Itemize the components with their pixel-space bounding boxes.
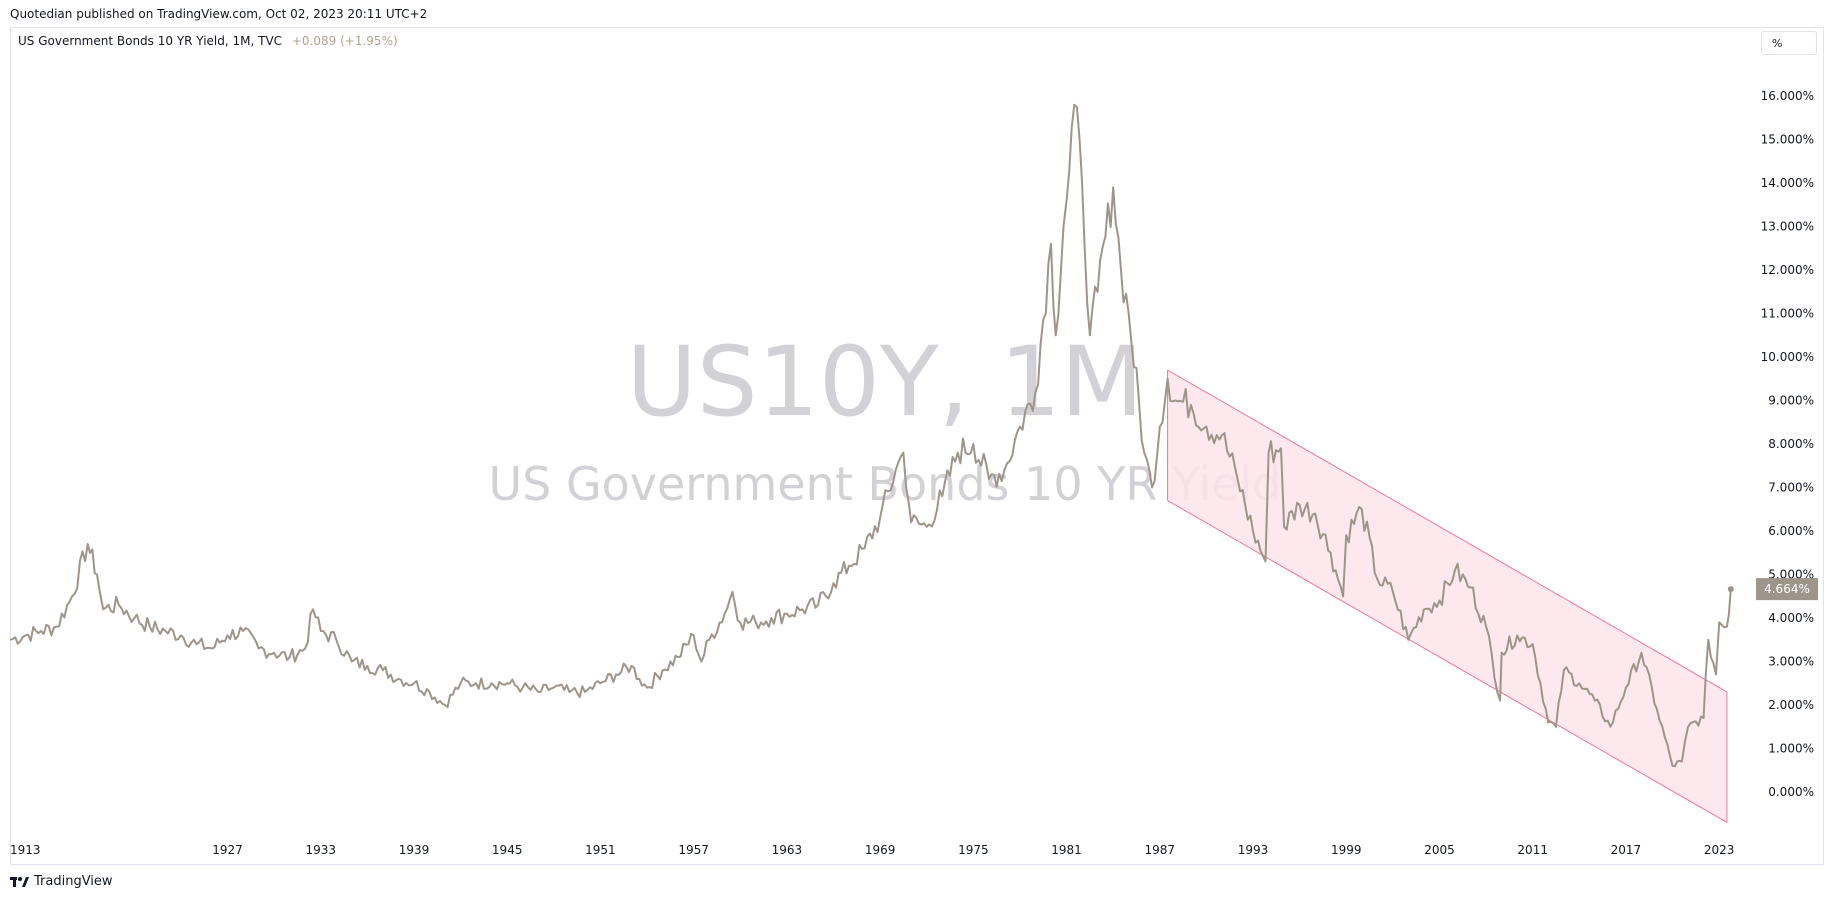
y-tick-label: 12.000% xyxy=(1761,263,1814,277)
x-tick-label: 1987 xyxy=(1145,843,1176,857)
last-value-badge xyxy=(1756,578,1818,601)
tradingview-logo-icon xyxy=(10,876,29,887)
y-tick-label: 16.000% xyxy=(1761,89,1814,103)
x-tick-label: 1975 xyxy=(958,843,989,857)
y-tick-label: 6.000% xyxy=(1768,524,1814,538)
footer-brand-label: TradingView xyxy=(34,874,113,889)
legend: US Government Bonds 10 YR Yield, 1M, TVC… xyxy=(18,34,398,48)
y-tick-label: 3.000% xyxy=(1768,655,1814,669)
price-scale[interactable]: 0.000% 1.000% 2.000% 3.000% 4.000% 5.000% 6.00… xyxy=(1756,89,1818,799)
x-tick-label: 1969 xyxy=(865,843,896,857)
y-tick-label: 8.000% xyxy=(1768,437,1814,451)
x-tick-label: 1981 xyxy=(1051,843,1082,857)
y-tick-label: 5.000% xyxy=(1768,568,1814,582)
published-caption: Quotedian published on TradingView.com, … xyxy=(10,7,428,21)
yield-series xyxy=(9,103,1734,768)
watermark-description: US Government Bonds 10 YR Yield xyxy=(489,457,1282,511)
x-tick-label: 1963 xyxy=(772,843,803,857)
x-tick-label: 2023 xyxy=(1704,843,1735,857)
y-tick-label: 9.000% xyxy=(1768,394,1814,408)
legend-change-value: +0.089 xyxy=(291,34,337,48)
x-tick-label: 1957 xyxy=(678,843,709,857)
x-tick-label: 1945 xyxy=(492,843,523,857)
y-tick-label: 14.000% xyxy=(1761,176,1814,190)
x-tick-label: 1933 xyxy=(305,843,336,857)
watermark: US10Y, 1M US Government Bonds 10 YR Yiel… xyxy=(489,326,1282,511)
y-tick-label: 2.000% xyxy=(1768,698,1814,712)
x-tick-label: 1939 xyxy=(399,843,430,857)
x-tick-label: 2017 xyxy=(1611,843,1642,857)
time-scale[interactable]: 1913 1927 1933 1939 1945 1951 1957 1963 1969 1975… xyxy=(10,843,1734,857)
channel-lower-line xyxy=(1167,500,1728,823)
legend-change: +0.089 (+1.95%) xyxy=(292,34,398,48)
unit-selector[interactable]: % xyxy=(1761,31,1817,55)
channel-fill xyxy=(1167,370,1727,823)
x-tick-label: 2005 xyxy=(1424,843,1455,857)
y-tick-label: 10.000% xyxy=(1761,350,1814,364)
top-bar: Quotedian published on TradingView.com, … xyxy=(0,0,1835,26)
x-tick-label: 1993 xyxy=(1238,843,1269,857)
x-tick-label: 1951 xyxy=(585,843,616,857)
y-tick-label: 7.000% xyxy=(1768,481,1814,495)
x-tick-label: 2011 xyxy=(1517,843,1548,857)
watermark-symbol: US10Y, 1M xyxy=(627,326,1144,438)
y-tick-label: 15.000% xyxy=(1761,133,1814,147)
footer-brand[interactable]: TradingView xyxy=(10,874,113,889)
regression-channel[interactable] xyxy=(1167,369,1728,823)
legend-title: US Government Bonds 10 YR Yield, 1M, TVC xyxy=(18,34,283,48)
y-tick-label: 11.000% xyxy=(1761,307,1814,321)
legend-change-pct: (+1.95%) xyxy=(340,34,398,48)
x-tick-label: 1913 xyxy=(10,843,41,857)
chart-frame xyxy=(10,27,1824,865)
channel-upper-line xyxy=(1167,369,1728,693)
x-tick-label: 1999 xyxy=(1331,843,1362,857)
series-line xyxy=(9,103,1732,768)
y-tick-label: 0.000% xyxy=(1768,785,1814,799)
y-tick-label: 4.000% xyxy=(1768,611,1814,625)
x-tick-label: 1927 xyxy=(212,843,243,857)
last-point-marker xyxy=(1727,586,1734,593)
y-tick-label: 1.000% xyxy=(1768,742,1814,756)
y-tick-label: 13.000% xyxy=(1761,220,1814,234)
last-value-label: 4.664% xyxy=(1764,582,1810,596)
